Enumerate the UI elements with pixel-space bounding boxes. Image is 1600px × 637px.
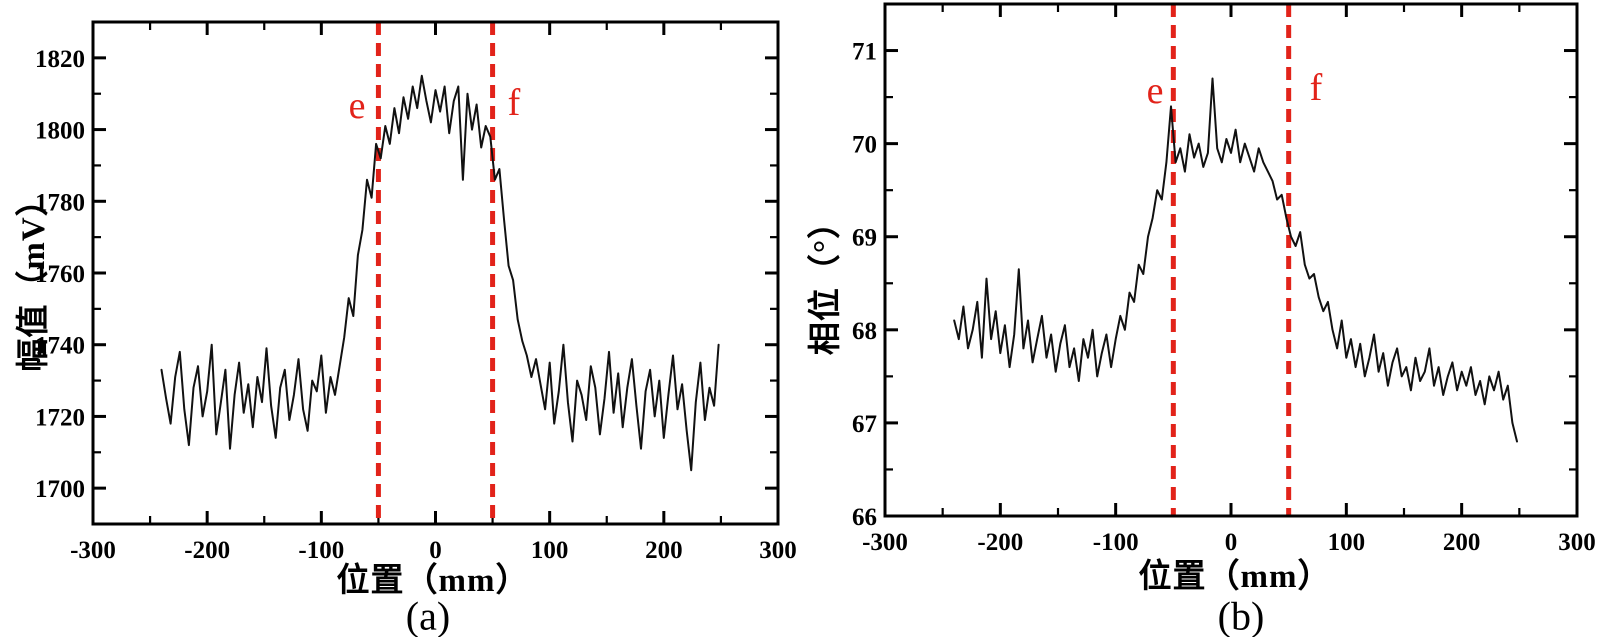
svg-text:66: 66 — [852, 504, 877, 531]
svg-text:300: 300 — [1558, 529, 1596, 556]
svg-text:-200: -200 — [184, 537, 230, 564]
svg-text:1740: 1740 — [35, 333, 85, 360]
marker-label-f-amplitude: f — [507, 82, 521, 124]
x-axis-label-amplitude: 位置（mm） — [336, 563, 530, 599]
svg-text:69: 69 — [852, 225, 877, 252]
svg-text:100: 100 — [1328, 529, 1366, 556]
svg-text:1760: 1760 — [35, 261, 85, 288]
svg-text:68: 68 — [852, 318, 877, 345]
svg-text:1820: 1820 — [35, 46, 85, 73]
phase-chart: -300 -200 -100 0 100 200 300 66 67 68 69 70 71 — [852, 2, 1596, 556]
marker-label-e-amplitude: e — [348, 85, 366, 127]
svg-text:71: 71 — [852, 39, 877, 66]
svg-text:0: 0 — [429, 537, 442, 564]
marker-label-e-phase: e — [1146, 70, 1164, 112]
svg-text:-300: -300 — [70, 537, 116, 564]
svg-text:100: 100 — [531, 537, 569, 564]
subfigure-caption-b: (b) — [1217, 593, 1265, 637]
x-axis-label-phase: 位置（mm） — [1138, 559, 1332, 595]
marker-label-f-phase: f — [1309, 67, 1323, 109]
svg-text:-100: -100 — [1093, 529, 1139, 556]
svg-text:0: 0 — [1225, 529, 1238, 556]
svg-text:-100: -100 — [298, 537, 344, 564]
subfigure-caption-a: (a) — [405, 593, 451, 637]
svg-text:300: 300 — [759, 537, 797, 564]
amplitude-chart: -300 -200 -100 0 100 200 300 1700 1720 1740 1760 17… — [35, 20, 797, 564]
svg-text:-200: -200 — [977, 529, 1023, 556]
svg-text:1720: 1720 — [35, 404, 85, 431]
svg-text:1800: 1800 — [35, 118, 85, 145]
svg-text:1780: 1780 — [35, 189, 85, 216]
svg-text:-300: -300 — [862, 529, 908, 556]
svg-text:200: 200 — [645, 537, 683, 564]
svg-text:70: 70 — [852, 132, 877, 159]
svg-text:1700: 1700 — [35, 476, 85, 503]
svg-text:200: 200 — [1443, 529, 1481, 556]
y-axis-label-phase: 相位（°） — [808, 204, 844, 356]
svg-text:67: 67 — [852, 411, 877, 438]
y-axis-label-amplitude: 幅值（mV） — [16, 182, 52, 372]
